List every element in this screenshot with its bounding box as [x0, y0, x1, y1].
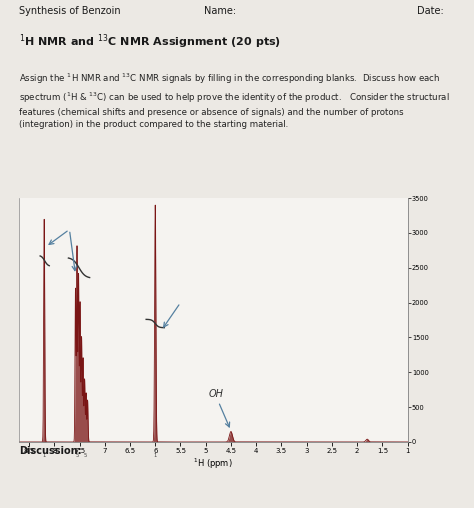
Text: Assign the $^{1}$H NMR and $^{13}$C NMR signals by filling in the corresponding : Assign the $^{1}$H NMR and $^{13}$C NMR … [19, 72, 450, 129]
Text: $^{1}$H NMR and $^{13}$C NMR Assignment (20 pts): $^{1}$H NMR and $^{13}$C NMR Assignment … [19, 33, 281, 51]
Text: Synthesis of Benzoin: Synthesis of Benzoin [19, 6, 120, 16]
Text: OH: OH [208, 389, 223, 399]
Text: 5: 5 [75, 453, 79, 458]
Text: 1: 1 [43, 453, 46, 458]
Text: Date:: Date: [417, 6, 444, 16]
Text: 1: 1 [154, 453, 157, 458]
Text: Discussion:: Discussion: [19, 446, 82, 456]
Text: 5: 5 [84, 453, 87, 458]
Text: Name:: Name: [204, 6, 236, 16]
X-axis label: $^{1}$H (ppm): $^{1}$H (ppm) [193, 456, 233, 471]
